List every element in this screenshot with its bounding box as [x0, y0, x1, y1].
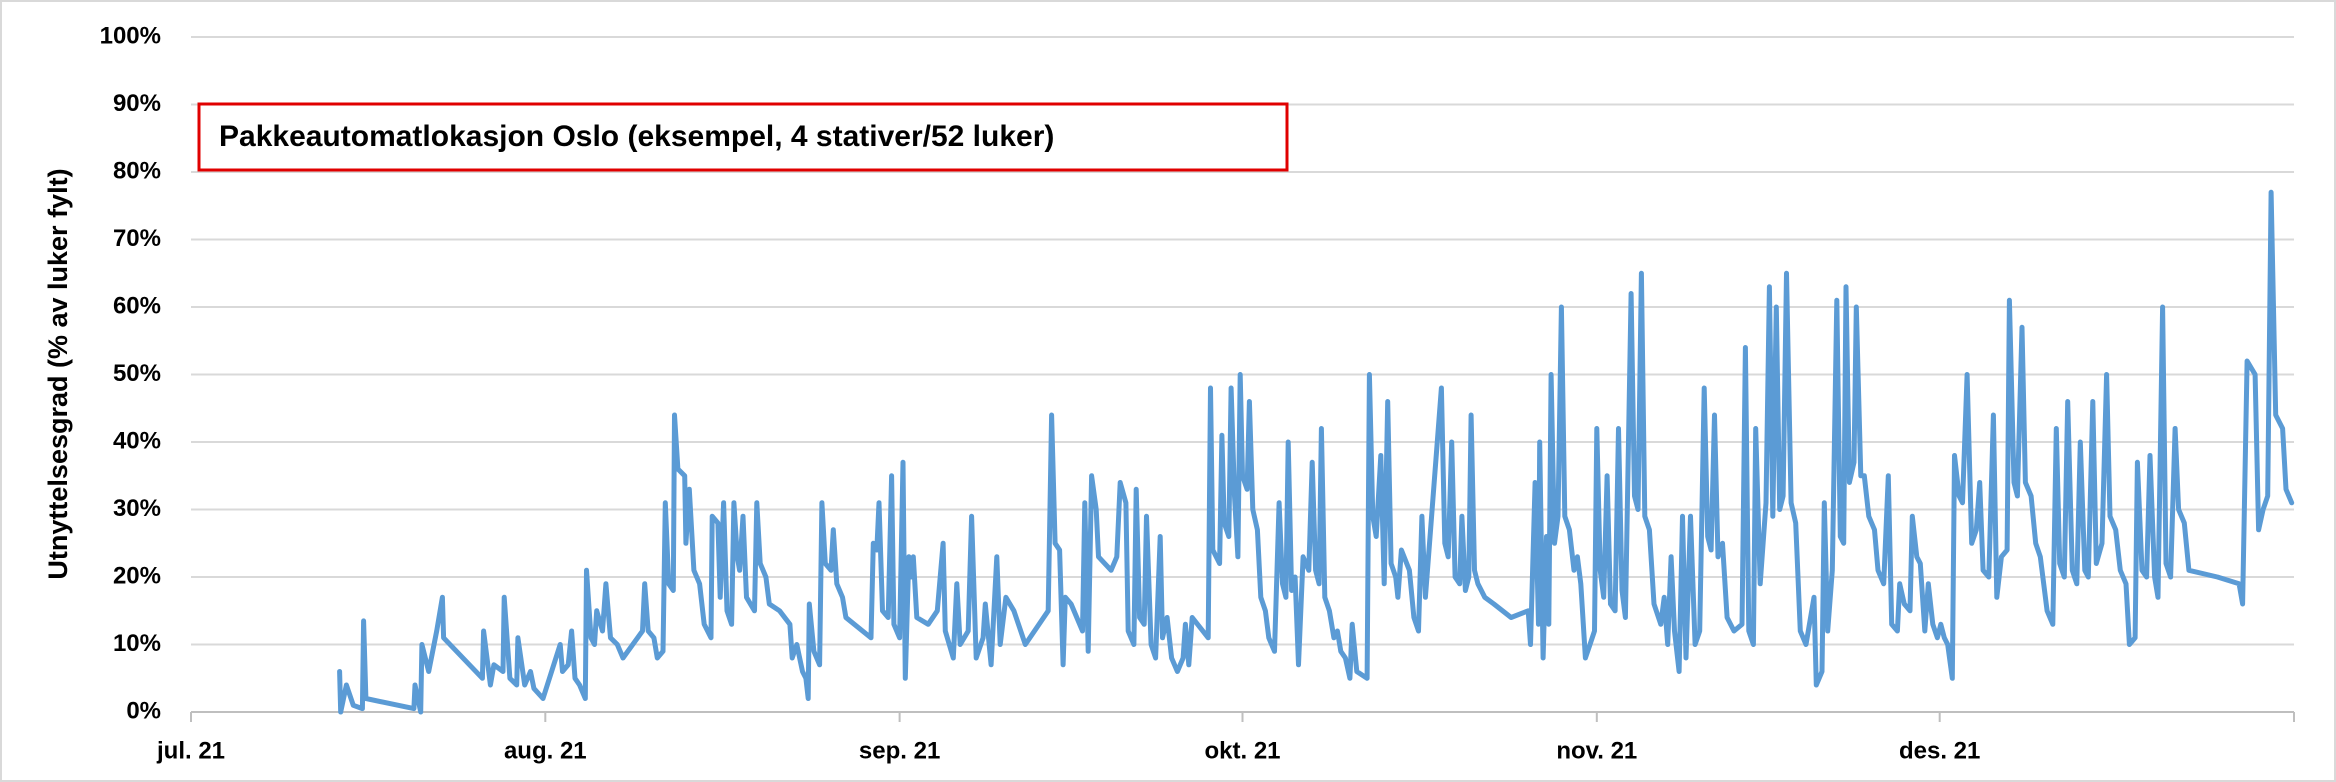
- y-tick-label: 80%: [113, 157, 161, 184]
- plot: [337, 189, 2295, 715]
- x-tick-label: okt. 21: [1204, 737, 1280, 764]
- x-tick-label: nov. 21: [1556, 737, 1637, 764]
- data-line: [337, 189, 2295, 715]
- y-tick-label: 0%: [126, 697, 161, 724]
- y-tick-label: 100%: [100, 22, 161, 49]
- y-tick-label: 60%: [113, 292, 161, 319]
- x-tick-label: jul. 21: [156, 737, 225, 764]
- y-tick-label: 20%: [113, 562, 161, 589]
- annotation-box: [197, 102, 1289, 172]
- x-tick-label: aug. 21: [504, 737, 587, 764]
- y-tick-label: 30%: [113, 495, 161, 522]
- x-tick-label: des. 21: [1899, 737, 1980, 764]
- y-tick-label: 70%: [113, 225, 161, 252]
- y-axis-title: Utnyttelsesgrad (% av luker fylt): [43, 168, 73, 579]
- y-tick-label: 40%: [113, 427, 161, 454]
- y-tick-label: 10%: [113, 630, 161, 657]
- y-tick-label: 90%: [113, 90, 161, 117]
- x-tick-label: sep. 21: [859, 737, 940, 764]
- y-tick-label: 50%: [113, 360, 161, 387]
- axes: 0% 10% 20% 30% 40% 50% 60% 70% 80% 90% 100% jul. 21…: [100, 22, 2295, 764]
- annotation: Pakkeautomatlokasjon Oslo (eksempel, 4 s…: [219, 120, 1054, 153]
